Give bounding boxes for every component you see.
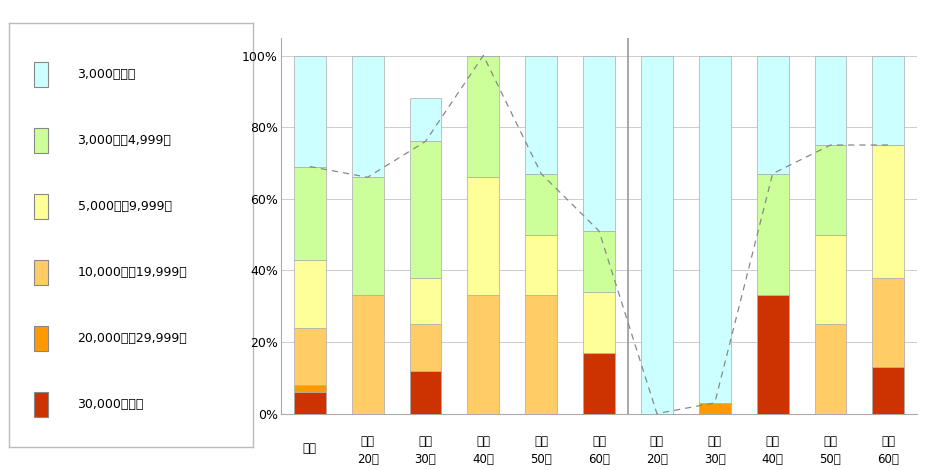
Bar — [294, 385, 326, 392]
Bar — [34, 62, 49, 87]
Bar — [699, 55, 731, 403]
Bar — [34, 127, 49, 153]
Bar — [294, 259, 326, 328]
Text: 全体: 全体 — [302, 442, 316, 455]
Bar — [756, 174, 788, 296]
Bar — [34, 194, 49, 219]
Bar — [294, 55, 326, 166]
Bar — [410, 141, 442, 277]
Bar — [352, 55, 384, 177]
Bar — [583, 352, 615, 414]
Bar — [756, 55, 788, 174]
Bar — [872, 367, 904, 414]
Text: 女性: 女性 — [882, 435, 896, 448]
Bar — [814, 145, 846, 235]
Bar — [641, 55, 673, 414]
Bar — [583, 55, 615, 231]
Bar — [814, 324, 846, 414]
Bar — [34, 259, 49, 285]
Bar — [814, 55, 846, 145]
Bar — [525, 174, 557, 235]
Text: 50代: 50代 — [531, 453, 552, 466]
Bar — [583, 231, 615, 292]
Bar — [294, 166, 326, 259]
Bar — [814, 235, 846, 324]
Bar — [525, 296, 557, 414]
Bar — [699, 403, 731, 414]
Text: 30代: 30代 — [415, 453, 436, 466]
Bar — [410, 277, 442, 324]
Bar — [467, 55, 499, 177]
Bar — [467, 296, 499, 414]
Text: 女性: 女性 — [766, 435, 780, 448]
Text: 50代: 50代 — [820, 453, 841, 466]
Bar — [34, 326, 49, 351]
Bar — [352, 296, 384, 414]
Text: 20,000円〜29,999円: 20,000円〜29,999円 — [78, 332, 187, 345]
Text: 男性: 男性 — [360, 435, 374, 448]
Bar — [583, 292, 615, 352]
Text: 女性: 女性 — [824, 435, 838, 448]
Bar — [352, 177, 384, 296]
Bar — [872, 145, 904, 277]
Bar — [294, 328, 326, 385]
Text: 30代: 30代 — [704, 453, 725, 466]
Bar — [872, 55, 904, 145]
Text: 男性: 男性 — [534, 435, 548, 448]
Text: 5,000円〜9,999円: 5,000円〜9,999円 — [78, 200, 171, 213]
Bar — [756, 296, 788, 414]
Text: 60代: 60代 — [877, 453, 899, 466]
Text: 男性: 男性 — [592, 435, 606, 448]
Text: 3,000円未満: 3,000円未満 — [78, 68, 136, 81]
Text: 30,000円以上: 30,000円以上 — [78, 398, 144, 411]
Text: 10,000円〜19,999円: 10,000円〜19,999円 — [78, 266, 187, 279]
Bar — [525, 235, 557, 296]
Bar — [467, 177, 499, 296]
Text: 40代: 40代 — [762, 453, 783, 466]
Bar — [294, 392, 326, 414]
Bar — [872, 277, 904, 367]
Text: 60代: 60代 — [588, 453, 610, 466]
Text: 20代: 20代 — [646, 453, 668, 466]
Text: 男性: 男性 — [418, 435, 432, 448]
Text: 40代: 40代 — [473, 453, 494, 466]
Text: 女性: 女性 — [708, 435, 722, 448]
Text: 女性: 女性 — [650, 435, 664, 448]
Bar — [410, 99, 442, 141]
Text: 3,000円〜4,999円: 3,000円〜4,999円 — [78, 134, 171, 147]
Bar — [525, 55, 557, 174]
Bar — [34, 392, 49, 417]
Text: 男性: 男性 — [476, 435, 490, 448]
Text: 20代: 20代 — [357, 453, 378, 466]
Bar — [410, 324, 442, 371]
Bar — [410, 371, 442, 414]
